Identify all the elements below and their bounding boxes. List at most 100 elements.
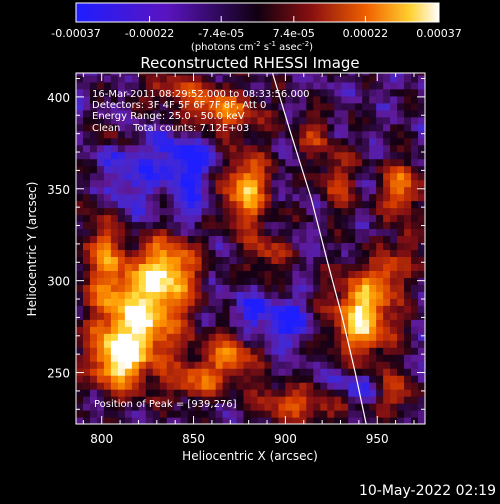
heatmap-pixel xyxy=(397,165,405,174)
heatmap-pixel xyxy=(313,270,321,278)
heatmap-pixel xyxy=(425,382,433,390)
heatmap-pixel xyxy=(215,277,224,285)
heatmap-pixel xyxy=(348,186,356,195)
heatmap-pixel xyxy=(285,382,293,390)
heatmap-pixel xyxy=(187,102,196,111)
heatmap-pixel xyxy=(376,312,384,320)
heatmap-pixel xyxy=(257,172,266,181)
heatmap-pixel xyxy=(89,235,98,244)
heatmap-pixel xyxy=(355,263,363,271)
heatmap-pixel xyxy=(138,382,147,390)
heatmap-pixel xyxy=(173,354,182,362)
heatmap-pixel xyxy=(89,200,98,209)
heatmap-pixel xyxy=(327,298,335,306)
heatmap-pixel xyxy=(222,95,231,104)
heatmap-pixel xyxy=(299,74,307,83)
heatmap-pixel xyxy=(299,333,307,341)
heatmap-pixel xyxy=(145,410,154,418)
heatmap-pixel xyxy=(285,228,293,237)
heatmap-pixel xyxy=(229,179,238,188)
heatmap-pixel xyxy=(320,137,328,146)
heatmap-pixel xyxy=(334,361,342,369)
heatmap-pixel xyxy=(334,109,342,118)
heatmap-pixel xyxy=(117,312,126,320)
heatmap-pixel xyxy=(194,186,203,195)
heatmap-pixel xyxy=(173,382,182,390)
heatmap-pixel xyxy=(103,319,112,327)
heatmap-pixel xyxy=(222,242,231,251)
heatmap-pixel xyxy=(222,319,231,327)
heatmap-pixel xyxy=(166,207,175,216)
heatmap-pixel xyxy=(341,277,349,285)
heatmap-pixel xyxy=(376,193,384,202)
heatmap-pixel xyxy=(243,319,252,327)
heatmap-pixel xyxy=(362,179,370,188)
heatmap-pixel xyxy=(376,368,384,376)
heatmap-pixel xyxy=(243,228,252,237)
heatmap-pixel xyxy=(313,291,321,299)
heatmap-pixel xyxy=(418,73,425,76)
heatmap-pixel xyxy=(369,186,377,195)
heatmap-pixel xyxy=(138,172,147,181)
heatmap-pixel xyxy=(250,417,259,424)
heatmap-pixel xyxy=(390,270,398,278)
heatmap-pixel xyxy=(96,263,105,271)
heatmap-pixel xyxy=(215,242,224,251)
heatmap-pixel xyxy=(285,242,293,251)
heatmap-pixel xyxy=(82,319,91,327)
heatmap-pixel xyxy=(278,249,286,257)
heatmap-pixel xyxy=(404,200,412,209)
heatmap-pixel xyxy=(145,81,154,90)
heatmap-pixel xyxy=(278,130,286,139)
heatmap-pixel xyxy=(271,81,280,90)
heatmap-pixel xyxy=(376,340,384,348)
heatmap-image xyxy=(76,73,440,424)
heatmap-pixel xyxy=(145,340,154,348)
heatmap-pixel xyxy=(355,179,363,188)
heatmap-pixel xyxy=(76,417,84,424)
heatmap-pixel xyxy=(138,368,147,376)
heatmap-pixel xyxy=(369,130,377,139)
heatmap-pixel xyxy=(264,368,273,376)
heatmap-pixel xyxy=(418,354,425,362)
heatmap-pixel xyxy=(257,193,266,202)
heatmap-pixel xyxy=(131,389,140,397)
heatmap-pixel xyxy=(250,88,259,97)
heatmap-pixel xyxy=(327,130,335,139)
heatmap-pixel xyxy=(397,81,405,90)
heatmap-pixel xyxy=(425,368,433,376)
heatmap-pixel xyxy=(376,116,384,125)
heatmap-pixel xyxy=(96,284,105,292)
heatmap-pixel xyxy=(201,73,210,76)
heatmap-pixel xyxy=(425,410,433,418)
heatmap-pixel xyxy=(313,256,321,264)
heatmap-pixel xyxy=(432,354,440,362)
heatmap-pixel xyxy=(82,186,91,195)
heatmap-pixel xyxy=(264,333,273,341)
heatmap-pixel xyxy=(201,256,210,264)
heatmap-pixel xyxy=(82,396,91,404)
heatmap-pixel xyxy=(145,137,154,146)
heatmap-pixel xyxy=(327,109,335,118)
heatmap-pixel xyxy=(236,417,245,424)
heatmap-pixel xyxy=(285,74,293,83)
heatmap-pixel xyxy=(299,214,307,223)
heatmap-pixel xyxy=(341,270,349,278)
heatmap-pixel xyxy=(180,95,189,104)
heatmap-pixel xyxy=(110,340,119,348)
heatmap-pixel xyxy=(229,158,238,167)
heatmap-pixel xyxy=(187,73,196,76)
heatmap-pixel xyxy=(397,361,405,369)
heatmap-pixel xyxy=(131,73,140,76)
heatmap-pixel xyxy=(383,354,391,362)
heatmap-pixel xyxy=(383,396,391,404)
heatmap-pixel xyxy=(82,137,91,146)
heatmap-pixel xyxy=(425,103,433,111)
heatmap-pixel xyxy=(187,116,196,125)
heatmap-pixel xyxy=(215,417,224,424)
heatmap-pixel xyxy=(292,410,300,418)
heatmap-pixel xyxy=(250,193,259,202)
heatmap-pixel xyxy=(334,158,342,167)
heatmap-pixel xyxy=(271,158,280,167)
heatmap-pixel xyxy=(208,291,217,299)
